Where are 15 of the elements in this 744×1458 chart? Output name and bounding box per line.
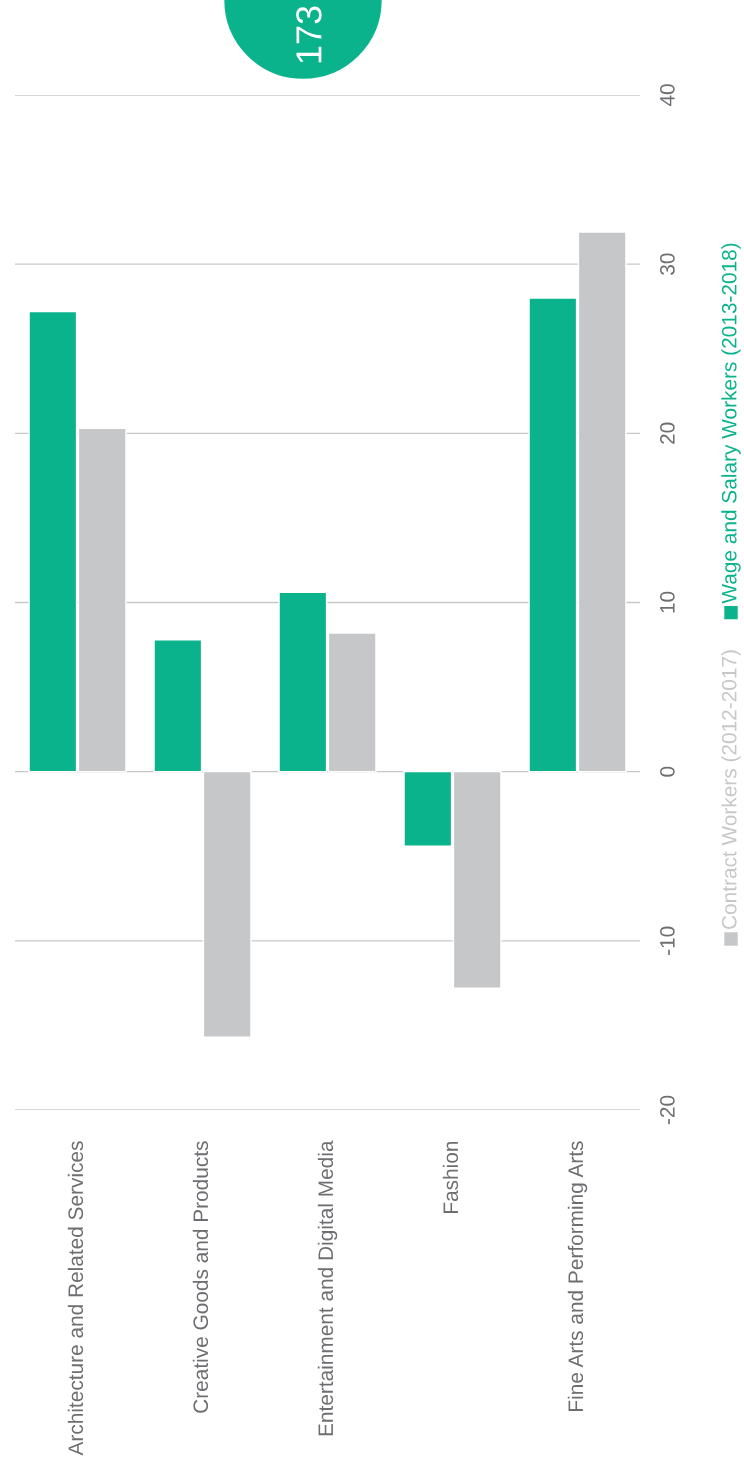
text: Contract Workers (2012-2017) — [721, 650, 741, 929]
y-tick-label: 30 — [659, 253, 675, 275]
y-tick-label: 40 — [659, 84, 675, 107]
x-tick-label: Creative Goods and Products — [192, 1141, 209, 1413]
y-tick-label: 20 — [659, 422, 675, 444]
y-tick-label: -10 — [659, 926, 675, 955]
x-tick-label: Fashion — [442, 1141, 459, 1213]
text: Wage and Salary Workers (2013-2018) — [721, 243, 741, 604]
x-tick-label: Fine Arts and Performing Arts — [567, 1141, 588, 1411]
x-tick-label: Entertainment and Digital Media — [317, 1140, 338, 1436]
y-tick-label: -20 — [659, 1095, 675, 1125]
text: 173 — [296, 6, 322, 63]
x-tick-label: Architecture and Related Services — [67, 1141, 84, 1456]
y-tick-label: 10 — [659, 591, 675, 613]
y-tick-label: 0 — [659, 766, 675, 777]
